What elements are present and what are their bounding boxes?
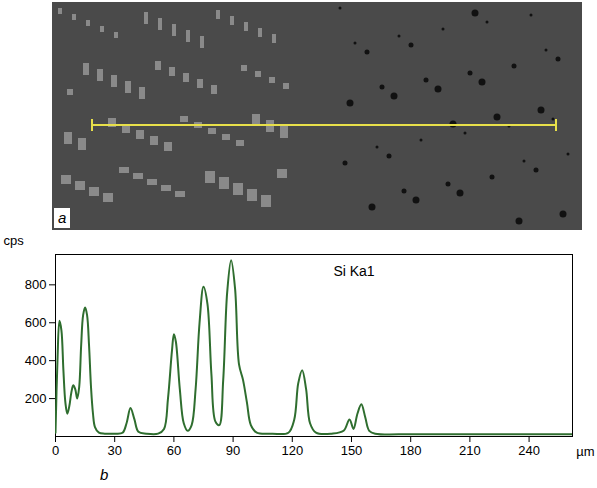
svg-text:400: 400 [25,353,47,368]
svg-text:90: 90 [226,443,240,458]
svg-text:120: 120 [281,443,303,458]
svg-text:180: 180 [400,443,422,458]
svg-text:30: 30 [107,443,121,458]
html-text:b: b [100,466,109,483]
svg-text:240: 240 [518,443,540,458]
svg-text:800: 800 [25,277,47,292]
svg-text:a: a [58,209,66,226]
svg-text:60: 60 [167,443,181,458]
svg-text:0: 0 [52,443,59,458]
svg-text:cps: cps [4,233,25,248]
svg-text:210: 210 [459,443,481,458]
svg-text:µm: µm [576,444,594,459]
svg-text:600: 600 [25,315,47,330]
svg-text:150: 150 [341,443,363,458]
svg-text:200: 200 [25,391,47,406]
svg-text:Si Ka1: Si Ka1 [333,263,374,279]
